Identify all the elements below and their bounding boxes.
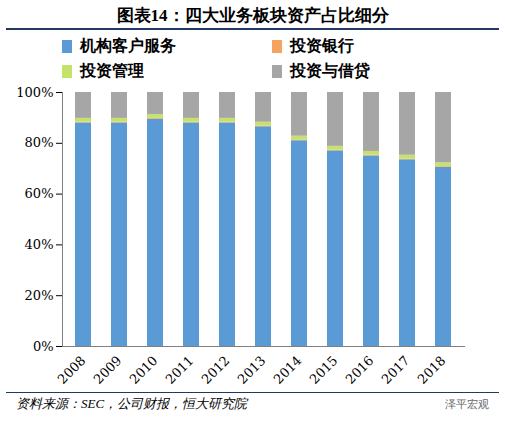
- html-text:泽平宏观: 泽平宏观: [445, 397, 489, 411]
- svg-text:2012: 2012: [199, 353, 233, 387]
- html-text:投资管理: 投资管理: [80, 62, 144, 79]
- svg-text:2014: 2014: [271, 353, 305, 387]
- html-text:图表14：四大业务板块资产占比细分: 图表14：四大业务板块资产占比细分: [116, 6, 389, 25]
- svg-text:2013: 2013: [235, 353, 269, 387]
- html-text:投资与借贷: 投资与借贷: [290, 62, 370, 79]
- svg-text:2011: 2011: [163, 353, 197, 387]
- svg-text:80%: 80%: [25, 135, 54, 150]
- svg-text:20%: 20%: [25, 288, 54, 303]
- html-text:资料来源：SEC，公司财报，恒大研究院: 资料来源：SEC，公司财报，恒大研究院: [16, 396, 248, 411]
- svg-text:2017: 2017: [379, 353, 413, 387]
- html-text:机构客户服务: 机构客户服务: [80, 37, 176, 54]
- svg-text:40%: 40%: [25, 237, 54, 252]
- html-text:投资银行: 投资银行: [290, 37, 354, 54]
- svg-text:2009: 2009: [91, 353, 125, 387]
- svg-text:100%: 100%: [16, 85, 53, 100]
- svg-text:2018: 2018: [415, 353, 449, 387]
- svg-text:0%: 0%: [33, 339, 54, 354]
- svg-text:2015: 2015: [307, 353, 341, 387]
- svg-text:2008: 2008: [55, 353, 89, 387]
- svg-text:2010: 2010: [127, 353, 161, 387]
- svg-text:2016: 2016: [343, 353, 377, 387]
- svg-text:60%: 60%: [25, 186, 54, 201]
